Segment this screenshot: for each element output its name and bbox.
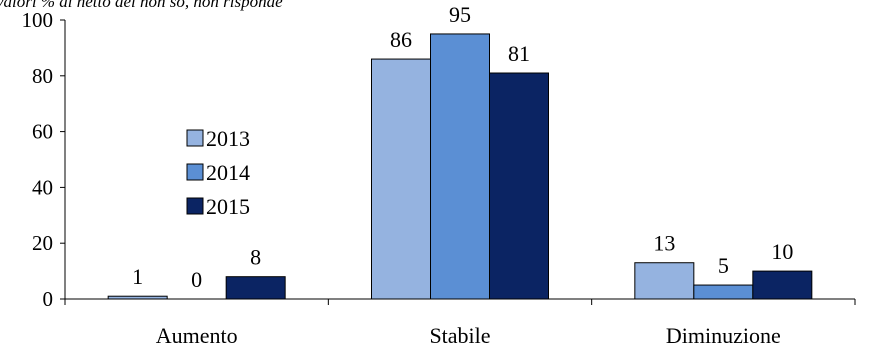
chart-subtitle: valori % al netto dei non so, non rispon… [0,0,283,11]
data-label-stabile-2015: 81 [508,41,530,66]
y-tick-label: 80 [32,64,53,88]
data-label-stabile-2014: 95 [449,2,471,27]
y-tick-label: 100 [22,8,54,32]
bar-diminuzione-2013 [634,262,695,300]
data-label-stabile-2013: 86 [390,27,412,52]
data-label-diminuzione-2014: 5 [718,253,729,278]
y-tick-label: 60 [32,120,53,144]
legend: 2013 2014 2015 [186,126,250,219]
category-label: Diminuzione [666,323,781,348]
legend-swatch-2014 [186,163,204,181]
bar-stabile-2013 [371,58,431,300]
category-labels: Aumento Stabile Diminuzione [156,323,781,348]
legend-label-2015: 2015 [206,194,250,219]
bar-stabile-2015 [489,72,549,300]
bar-diminuzione-2015 [752,270,813,300]
legend-label-2013: 2013 [206,126,250,151]
category-label: Aumento [156,323,238,348]
bar-diminuzione-2014 [693,284,754,300]
data-label-aumento-2015: 8 [250,245,261,270]
y-axis-ticks: 0 20 40 60 80 100 [22,8,65,311]
legend-label-2014: 2014 [206,160,250,185]
category-label: Stabile [429,323,490,348]
y-tick-label: 40 [32,175,53,199]
data-label-aumento-2014: 0 [191,267,202,292]
data-label-diminuzione-2013: 13 [653,231,675,256]
bars [107,33,813,300]
y-tick-label: 0 [43,287,54,311]
data-label-aumento-2013: 1 [132,264,143,289]
bar-aumento-2013 [107,295,168,300]
y-tick-label: 20 [32,231,53,255]
bar-stabile-2014 [430,33,490,300]
legend-swatch-2013 [186,129,204,147]
data-label-diminuzione-2015: 10 [771,239,793,264]
bar-aumento-2015 [225,276,286,300]
legend-swatch-2015 [186,197,204,215]
